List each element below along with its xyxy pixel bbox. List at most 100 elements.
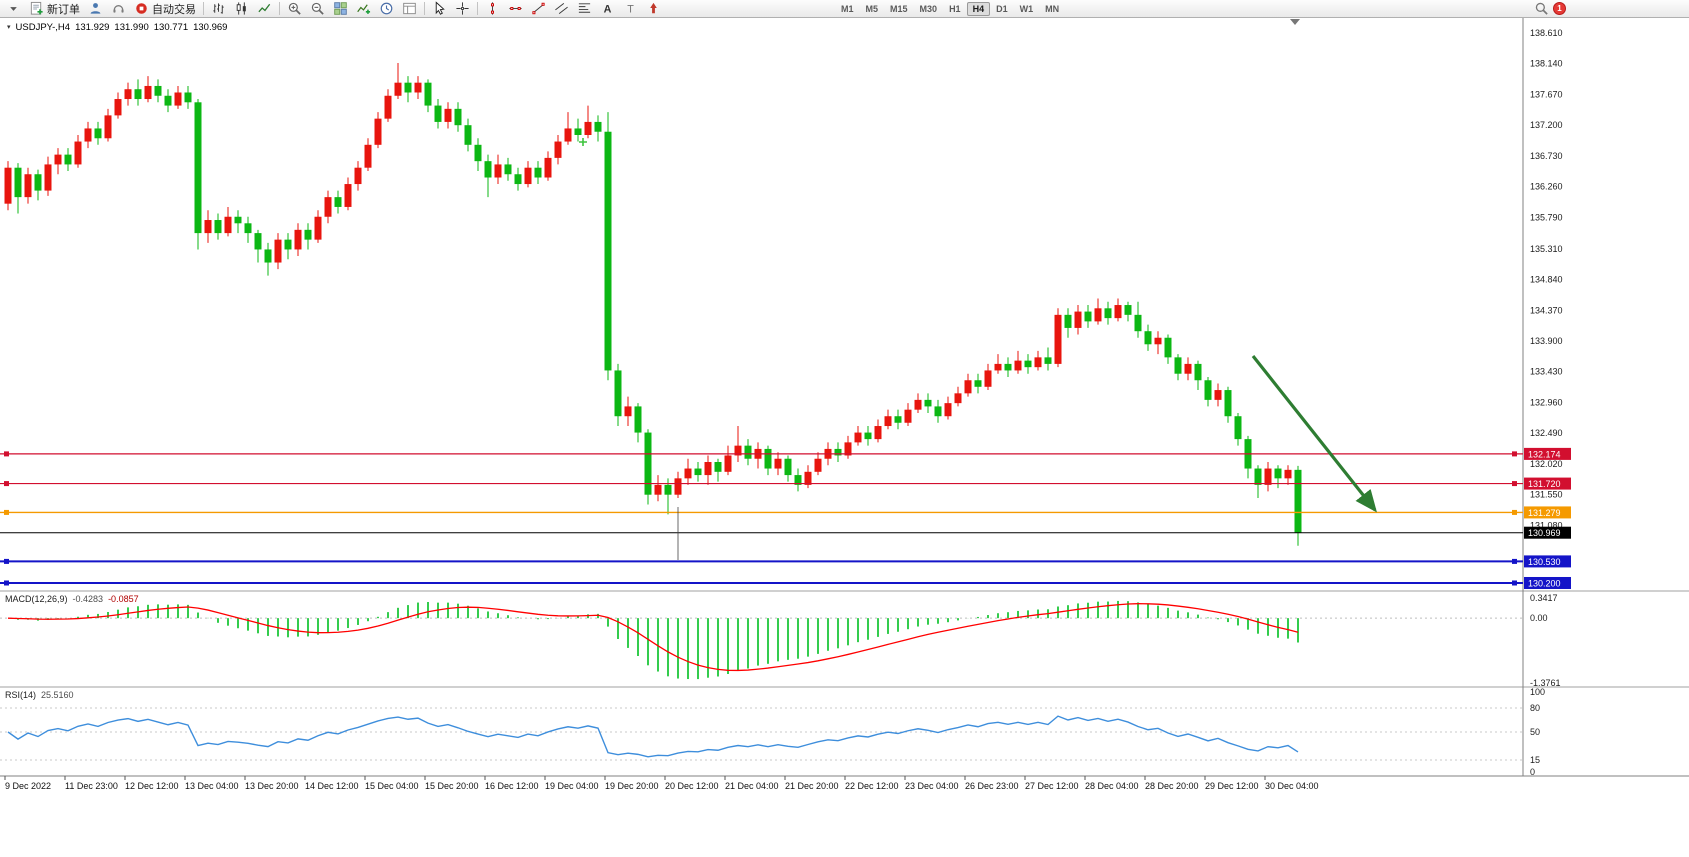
chart-menu-icon[interactable]: ▾ [7, 24, 11, 31]
annotations[interactable] [579, 138, 1377, 560]
svg-text:19 Dec 20:00: 19 Dec 20:00 [605, 781, 659, 791]
svg-text:135.790: 135.790 [1530, 212, 1563, 222]
toolbar-separator [203, 2, 204, 15]
chart-window[interactable]: 138.610 138.140 137.670 137.200 136.730 136.2… [0, 18, 1689, 857]
notification-badge[interactable]: 1 [1553, 2, 1566, 15]
price-badge [1524, 447, 1571, 460]
main-toolbar: 新订单 自动交易 A T M1 M5 M15 M30 H1 H4 D1 W1 MN 1 [0, 0, 1689, 18]
price-badge [1524, 555, 1571, 568]
support-button[interactable] [107, 0, 130, 18]
arrows-button[interactable] [642, 0, 665, 18]
svg-text:131.279: 131.279 [1528, 508, 1561, 518]
time-axis[interactable]: 9 Dec 2022 11 Dec 23:00 12 Dec 12:00 13 Dec… [4, 776, 1319, 791]
periods-button[interactable] [375, 0, 398, 18]
neworder-icon [29, 1, 44, 16]
price-badge [1524, 526, 1571, 539]
chart-candles-button[interactable] [230, 0, 253, 18]
new-order-button-label: 新订单 [47, 3, 80, 16]
trend-arrow-annotation[interactable] [1251, 355, 1377, 513]
autotrading-button-label: 自动交易 [152, 3, 196, 16]
chart-open: 131.929 [75, 22, 110, 33]
label-button[interactable]: T [619, 0, 642, 18]
zoom-in-button[interactable] [283, 0, 306, 18]
shift-marker [1290, 19, 1300, 25]
svg-text:13 Dec 20:00: 13 Dec 20:00 [245, 781, 299, 791]
vline-icon [485, 1, 500, 16]
timeframe-h4[interactable]: H4 [966, 1, 991, 16]
templates-button[interactable] [398, 0, 421, 18]
cursor-button[interactable] [428, 0, 451, 18]
timeframe-m15[interactable]: M15 [890, 3, 908, 14]
price-badge [1524, 506, 1571, 519]
svg-text:130.530: 130.530 [1528, 557, 1561, 567]
cursor-icon [432, 1, 447, 16]
chart-title-bar[interactable]: ▾ USDJPY-,H4 131.929 131.990 130.771 130… [7, 22, 227, 33]
zoom-out-button[interactable] [306, 0, 329, 18]
chart-bars-button[interactable] [207, 0, 230, 18]
timeframe-mn[interactable]: MN [1045, 3, 1060, 14]
chart-line-button[interactable] [253, 0, 276, 18]
horizontal-line-button[interactable] [504, 0, 527, 18]
tile-windows-button[interactable] [329, 0, 352, 18]
svg-text:28 Dec 20:00: 28 Dec 20:00 [1145, 781, 1199, 791]
chart-canvas[interactable]: 138.610 138.140 137.670 137.200 136.730 136.2… [0, 18, 1689, 857]
window-menu[interactable] [2, 0, 25, 18]
svg-text:-1.3761: -1.3761 [1530, 678, 1561, 688]
text-button[interactable]: A [596, 0, 619, 18]
svg-text:134.840: 134.840 [1530, 275, 1563, 285]
autotrading-button[interactable]: 自动交易 [130, 0, 200, 18]
fibonacci-button[interactable] [573, 0, 596, 18]
svg-text:136.260: 136.260 [1530, 182, 1563, 192]
chart-symbol-period: USDJPY-,H4 [15, 22, 71, 33]
svg-text:15 Dec 04:00: 15 Dec 04:00 [365, 781, 419, 791]
new-order-button[interactable]: 新订单 [25, 0, 84, 18]
community-button[interactable] [84, 0, 107, 18]
price-levels[interactable] [0, 451, 1523, 586]
toolbar-separator [477, 2, 478, 15]
autotrading-icon [134, 1, 149, 16]
svg-text:131.080: 131.080 [1530, 520, 1563, 530]
toolbar-right-group: 1 [1534, 1, 1566, 16]
zoomin-icon [287, 1, 302, 16]
vertical-line-button[interactable] [481, 0, 504, 18]
svg-text:80: 80 [1530, 703, 1540, 713]
svg-text:133.900: 133.900 [1530, 336, 1563, 346]
svg-text:132.020: 132.020 [1530, 459, 1563, 469]
svg-text:27 Dec 12:00: 27 Dec 12:00 [1025, 781, 1079, 791]
timeframe-m5[interactable]: M5 [865, 3, 879, 14]
toolbar-separator [424, 2, 425, 15]
search-icon[interactable] [1534, 1, 1549, 16]
svg-text:100: 100 [1530, 687, 1545, 697]
crosshair-button[interactable] [451, 0, 474, 18]
indicators-button[interactable] [352, 0, 375, 18]
svg-text:137.200: 137.200 [1530, 120, 1563, 130]
svg-text:14 Dec 12:00: 14 Dec 12:00 [305, 781, 359, 791]
price-badges: 132.174 131.720 131.279 130.969 130.530 130.2… [1524, 447, 1571, 589]
price-scale[interactable]: 138.610 138.140 137.670 137.200 136.730 136.2… [1530, 28, 1563, 530]
timeframe-m30[interactable]: M30 [919, 3, 938, 14]
trendline-icon [531, 1, 546, 16]
timeframe-w1[interactable]: W1 [1019, 3, 1034, 14]
timeframe-m1[interactable]: M1 [841, 3, 854, 14]
linechart-icon [257, 1, 272, 16]
macd-name: MACD(12,26,9) [5, 594, 68, 604]
svg-text:131.720: 131.720 [1528, 479, 1561, 489]
macd-value-main: -0.4283 [72, 594, 104, 604]
svg-text:A: A [604, 3, 612, 15]
channel-icon [554, 1, 569, 16]
timeframe-d1[interactable]: D1 [996, 3, 1008, 14]
rsi-name: RSI(14) [5, 690, 37, 700]
chart-shift-marker [1290, 19, 1300, 25]
svg-text:50: 50 [1530, 727, 1540, 737]
svg-text:13 Dec 04:00: 13 Dec 04:00 [185, 781, 239, 791]
fibo-icon [577, 1, 592, 16]
svg-text:131.550: 131.550 [1530, 490, 1563, 500]
channel-button[interactable] [550, 0, 573, 18]
timeframe-h1[interactable]: H1 [949, 3, 961, 14]
macd-pane: 0.3417 0.00 -1.3761 [0, 593, 1561, 688]
labelT-icon: T [623, 1, 638, 16]
trendline-button[interactable] [527, 0, 550, 18]
macd-label: MACD(12,26,9) -0.4283 -0.0857 [5, 594, 139, 604]
svg-text:138.140: 138.140 [1530, 59, 1563, 69]
